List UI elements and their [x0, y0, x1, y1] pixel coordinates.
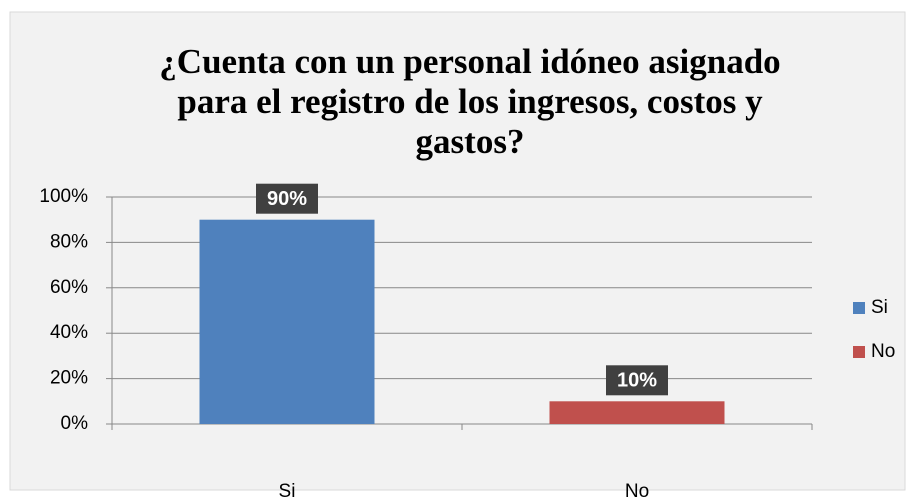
data-label-box: [606, 365, 668, 396]
y-tick-label: 20%: [50, 368, 88, 389]
x-tick-label: No: [625, 481, 649, 499]
y-tick-label: 60%: [50, 277, 88, 298]
data-label: 10%: [617, 370, 657, 392]
legend-swatch: [853, 302, 865, 314]
bar: [199, 219, 375, 424]
bar: [549, 401, 725, 424]
y-tick-label: 100%: [39, 186, 88, 207]
x-tick-label: Si: [279, 481, 296, 499]
data-label-box: [256, 183, 318, 214]
y-tick-label: 0%: [61, 413, 89, 434]
legend-label: No: [871, 341, 895, 362]
y-tick-label: 80%: [50, 231, 88, 252]
y-tick-label: 40%: [50, 322, 88, 343]
legend-swatch: [853, 346, 865, 358]
legend-label: Si: [871, 297, 888, 318]
data-label: 90%: [267, 188, 307, 210]
chart-background: [9, 11, 906, 491]
chart-title: ¿Cuenta con un personal idóneo asignado …: [159, 42, 781, 161]
